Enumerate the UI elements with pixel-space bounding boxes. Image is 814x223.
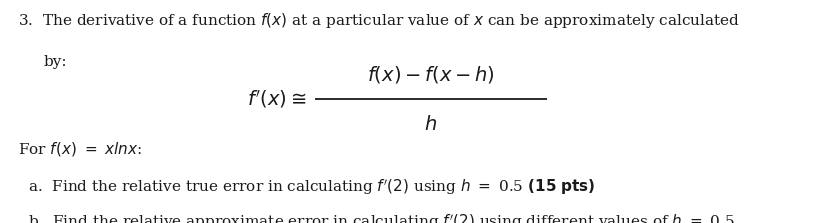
- Text: b.  Find the relative approximate error in calculating $\mathit{f'(2)}$ using di: b. Find the relative approximate error i…: [28, 212, 735, 223]
- Text: by:: by:: [44, 55, 68, 69]
- Text: For $\mathit{f(x)}$ $=$ $\mathit{xlnx}$:: For $\mathit{f(x)}$ $=$ $\mathit{xlnx}$:: [18, 140, 142, 158]
- Text: 3.  The derivative of a function $\mathit{f(x)}$ at a particular value of $\math: 3. The derivative of a function $\mathit…: [18, 11, 740, 30]
- Text: $f(x) - f(x - h)$: $f(x) - f(x - h)$: [367, 64, 495, 85]
- Text: $f'(x) \cong$: $f'(x) \cong$: [247, 89, 307, 110]
- Text: a.  Find the relative true error in calculating $\mathit{f'(2)}$ using $\mathit{: a. Find the relative true error in calcu…: [28, 177, 596, 197]
- Text: $h$: $h$: [424, 115, 437, 134]
